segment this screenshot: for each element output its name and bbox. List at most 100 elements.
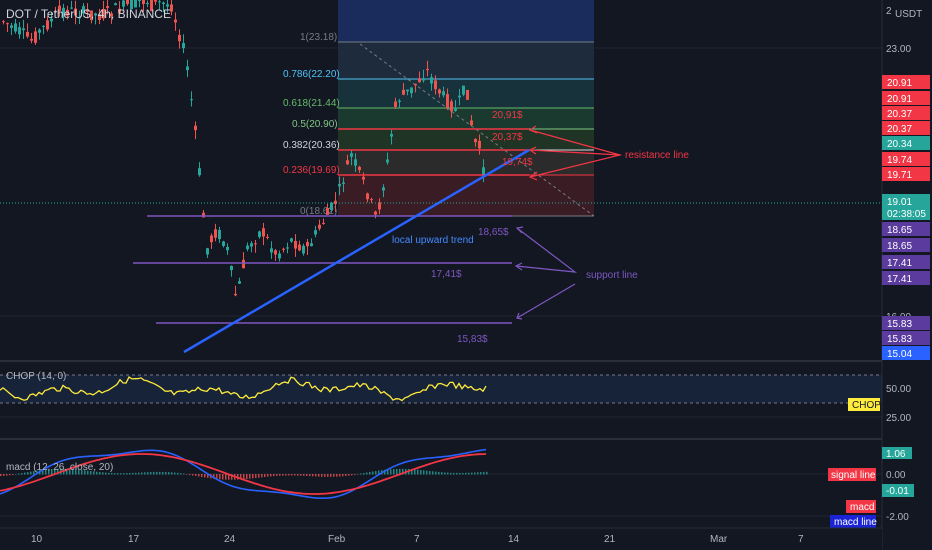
- macd-bar: [273, 474, 275, 477]
- candle: [390, 129, 393, 145]
- price-tag: 19.01: [887, 197, 912, 208]
- symbol-title[interactable]: DOT / TetherUS, 4h, BINANCE: [6, 7, 171, 21]
- candle: [138, 0, 141, 8]
- macd-bar: [252, 474, 254, 479]
- macd-bar: [48, 469, 50, 475]
- macd-bar: [174, 472, 176, 475]
- currency-label: USDT: [895, 9, 922, 20]
- price-scale[interactable]: 2 USDT 23.00 16.00 20.9120.9120.3720.372…: [828, 0, 932, 550]
- fib-label-1: 1(23.18): [300, 32, 337, 43]
- price-tag-bg: [882, 106, 930, 120]
- macd-bar: [0, 474, 2, 477]
- resistance-arrows: [528, 125, 623, 181]
- price-tag: 18.65: [887, 225, 912, 236]
- support-lines[interactable]: [133, 215, 512, 324]
- macd-bar: [249, 474, 251, 479]
- fib-label-0236: 0.236(19.69): [283, 165, 340, 176]
- candle: [394, 97, 397, 109]
- candle: [374, 210, 377, 219]
- time-label-14: 14: [508, 534, 520, 545]
- time-label-24: 24: [224, 534, 236, 545]
- candle: [94, 12, 97, 25]
- candle: [306, 238, 309, 256]
- price-tag: 15.83: [887, 334, 912, 345]
- candle: [42, 25, 45, 35]
- price-tag: 18.65: [887, 241, 912, 252]
- macd-bar: [9, 474, 11, 476]
- candle: [158, 0, 161, 11]
- macd-bar: [288, 474, 290, 476]
- macd-bar: [105, 472, 107, 475]
- candle: [262, 222, 265, 246]
- candle: [474, 138, 477, 147]
- candle: [402, 82, 405, 96]
- price-tag: 20.37: [887, 109, 912, 120]
- resistance-lines[interactable]: [338, 128, 529, 176]
- macd-bar: [264, 474, 266, 477]
- price-tag-bg: [882, 167, 930, 181]
- macd-bar: [366, 472, 368, 475]
- macd-bar: [372, 471, 374, 475]
- candle: [414, 83, 417, 93]
- macd-bar: [285, 474, 287, 476]
- fib-retracement[interactable]: [338, 0, 595, 217]
- price-tag-bg: [882, 206, 930, 220]
- macd-bar: [138, 472, 140, 475]
- macd-bar: [456, 472, 458, 475]
- macd-bar: [87, 470, 89, 475]
- macd-bar: [111, 472, 113, 475]
- candle: [50, 11, 53, 28]
- macd-bar: [423, 470, 425, 475]
- macd-bar: [399, 468, 401, 475]
- candle: [482, 159, 485, 183]
- fib-label-0: 0(18.62): [300, 206, 337, 217]
- macd-bar: [378, 470, 380, 475]
- candle: [226, 243, 229, 255]
- candle: [78, 10, 81, 24]
- candle: [370, 197, 373, 203]
- signal-line: [0, 453, 487, 495]
- candle: [150, 0, 153, 12]
- macd-bar: [222, 474, 224, 480]
- price-tag-bg: [882, 346, 930, 360]
- macd-tag: [846, 500, 876, 513]
- macd-bar: [102, 472, 104, 475]
- macd-bar: [51, 468, 53, 475]
- price-tag: 20.34: [887, 139, 912, 150]
- macd-pane[interactable]: macd (12, 26, close, 20): [0, 448, 488, 499]
- macd-bar: [474, 472, 476, 475]
- macd-bar: [468, 472, 470, 475]
- macd-bar: [177, 472, 179, 475]
- macd-bar: [390, 469, 392, 475]
- macd-bar: [345, 474, 347, 477]
- macd-bar: [129, 473, 131, 475]
- macd-bar: [180, 473, 182, 475]
- candle: [106, 0, 109, 15]
- chop-line: [0, 376, 487, 402]
- price-tag-bg: [882, 316, 930, 330]
- candle: [70, 0, 73, 10]
- time-axis[interactable]: 10 17 24 Feb 7 14 21 Mar 7: [0, 527, 882, 550]
- price-tag-bg: [882, 331, 930, 345]
- time-label-17: 17: [128, 534, 140, 545]
- time-label-mar: Mar: [710, 534, 728, 545]
- macd-bar: [90, 471, 92, 475]
- macd-bar: [384, 469, 386, 475]
- macd-bar: [84, 470, 86, 475]
- candle: [178, 29, 181, 49]
- macd-bar: [306, 474, 308, 476]
- macd-tag-label: macd: [850, 502, 874, 513]
- support-arrows: [514, 226, 578, 320]
- macd-bar: [108, 472, 110, 475]
- macd-bar: [141, 472, 143, 475]
- macd-bar: [207, 474, 209, 478]
- upward-trend-line[interactable]: [183, 148, 530, 354]
- macd-bar: [486, 471, 488, 475]
- macd-bar: [75, 469, 77, 475]
- candle: [242, 252, 245, 269]
- chop-pane[interactable]: CHOP (14, 0): [0, 371, 882, 404]
- macd-bar: [279, 474, 281, 476]
- price-label-1974: 19,74$: [502, 157, 533, 168]
- macd-bar: [78, 469, 80, 475]
